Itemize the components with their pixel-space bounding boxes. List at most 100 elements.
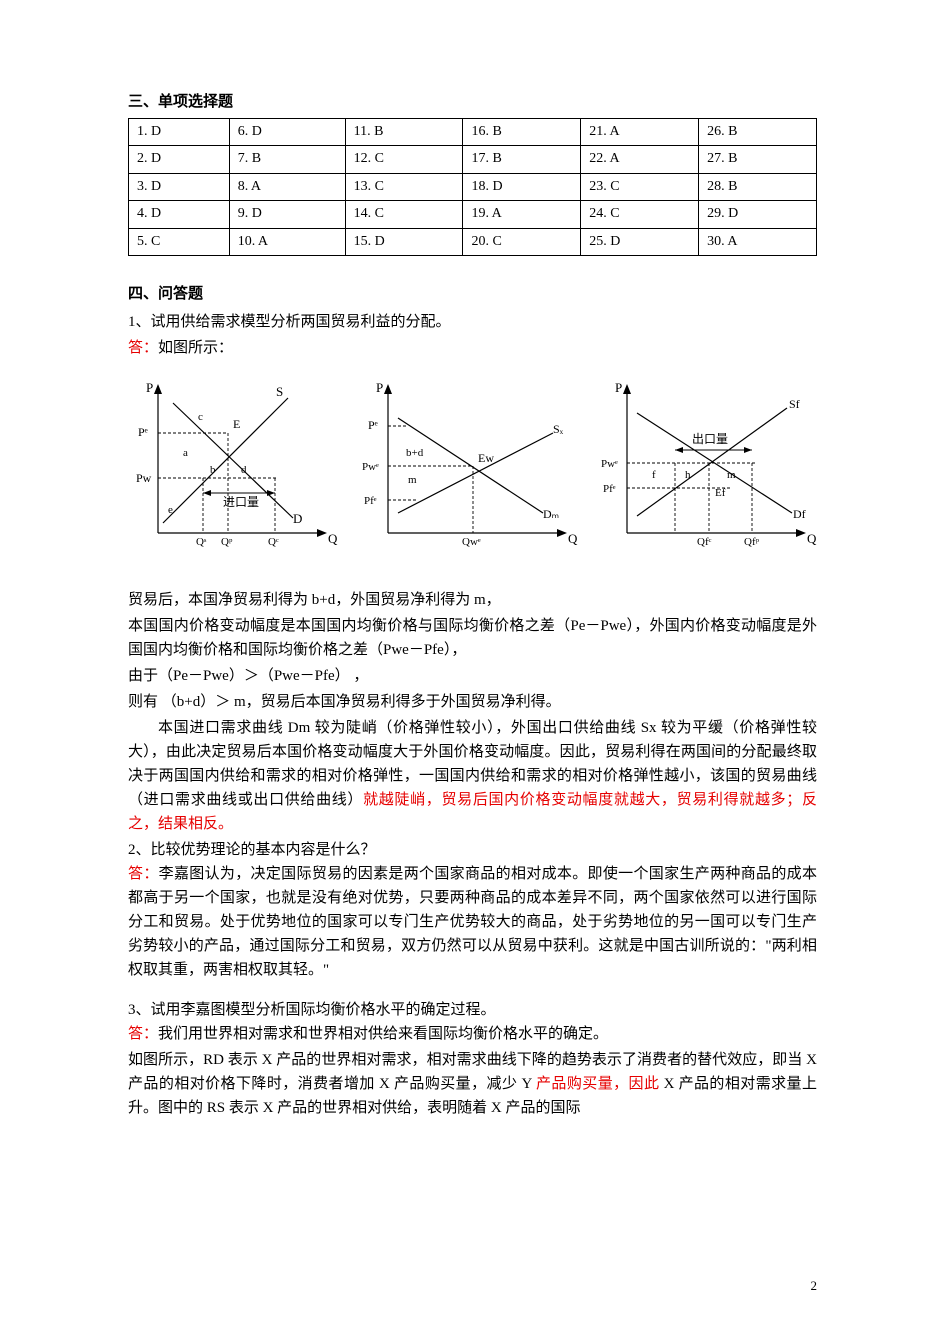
table-cell: 23. C [581,173,699,200]
q3-intro-line: 答：我们用世界相对需求和世界相对供给来看国际均衡价格水平的确定。 [128,1022,817,1046]
diagram-3-svg: P Q Sf Df Ef Pwᵉ Pfᵉ Qfᶜ Qfᵖ 出口量 f h m [597,378,817,558]
label-f: f [652,469,656,481]
label-import: 进口量 [223,495,259,509]
table-cell: 29. D [699,201,817,228]
answer-table-body: 1. D 6. D 11. B 16. B 21. A 26. B 2. D 7… [129,119,817,256]
label-Df: Df [793,507,806,521]
label-Qp: Qᵖ [221,536,233,548]
table-cell: 1. D [129,119,230,146]
answer-table: 1. D 6. D 11. B 16. B 21. A 26. B 2. D 7… [128,118,817,256]
label-Qfc: Qfᶜ [697,536,712,548]
label-Qs: Qˢ [196,536,207,548]
q3-question: 3、试用李嘉图模型分析国际均衡价格水平的确定过程。 [128,998,817,1022]
table-cell: 8. A [229,173,345,200]
q3-p1-red: 产品购买量，因此 [536,1076,659,1092]
page-number: 2 [811,1276,818,1297]
q3-p1: 如图所示，RD 表示 X 产品的世界相对需求，相对需求曲线下降的趋势表示了消费者… [128,1048,817,1120]
label-D: D [293,511,302,526]
label-d: d [241,464,247,476]
label-S: S [276,384,283,399]
label-h: h [685,469,691,481]
label-c: c [198,411,203,423]
label-Q: Q [568,531,578,546]
label-m: m [408,474,417,486]
label-b: b [210,464,216,476]
label-a: a [183,447,188,459]
diagram-3: P Q Sf Df Ef Pwᵉ Pfᵉ Qfᶜ Qfᵖ 出口量 f h m [597,378,817,566]
table-cell: 15. D [345,228,463,255]
table-cell: 9. D [229,201,345,228]
table-row: 2. D 7. B 12. C 17. B 22. A 27. B [129,146,817,173]
q1-p1: 贸易后，本国净贸易利得为 b+d，外国贸易净利得为 m， [128,588,817,612]
label-m: m [727,469,736,481]
label-Qfp: Qfᵖ [744,536,760,548]
label-Pe: Pᵉ [368,418,378,432]
table-cell: 22. A [581,146,699,173]
table-row: 1. D 6. D 11. B 16. B 21. A 26. B [129,119,817,146]
q2-answer: 答：李嘉图认为，决定国际贸易的因素是两个国家商品的相对成本。即使一个国家生产两种… [128,862,817,982]
table-cell: 5. C [129,228,230,255]
table-cell: 17. B [463,146,581,173]
label-Q: Q [328,531,338,546]
q2-question: 2、比较优势理论的基本内容是什么？ [128,838,817,862]
table-cell: 3. D [129,173,230,200]
table-cell: 10. A [229,228,345,255]
diagram-1: P Q S D E Pᵉ Pw Qᵖ Qᶜ Qˢ 进口量 a b c d e [128,378,338,566]
label-Pe: Pᵉ [138,425,148,439]
table-cell: 24. C [581,201,699,228]
answer-label: 答： [128,866,159,882]
table-cell: 18. D [463,173,581,200]
table-cell: 7. B [229,146,345,173]
label-P: P [376,380,383,395]
answer-label: 答： [128,340,158,356]
table-cell: 12. C [345,146,463,173]
label-Q: Q [807,531,817,546]
table-cell: 19. A [463,201,581,228]
table-row: 4. D 9. D 14. C 19. A 24. C 29. D [129,201,817,228]
label-P: P [146,380,153,395]
label-Sx: Sₓ [553,422,564,436]
label-Dm: Dₘ [543,507,559,521]
table-cell: 28. B [699,173,817,200]
section4-heading: 四、问答题 [128,282,817,306]
diagrams-container: P Q S D E Pᵉ Pw Qᵖ Qᶜ Qˢ 进口量 a b c d e [128,378,817,566]
label-Pfe: Pfᵉ [603,483,616,495]
table-cell: 14. C [345,201,463,228]
label-Qwe: Qwᵉ [462,536,481,548]
table-cell: 27. B [699,146,817,173]
label-export: 出口量 [692,432,728,446]
table-cell: 25. D [581,228,699,255]
table-cell: 2. D [129,146,230,173]
label-Pwe: Pwᵉ [362,461,379,473]
section3-heading: 三、单项选择题 [128,90,817,114]
q1-p3: 由于（Pe－Pwe）＞（Pwe－Pfe） ， [128,664,817,688]
table-cell: 4. D [129,201,230,228]
table-cell: 13. C [345,173,463,200]
q1-question: 1、试用供给需求模型分析两国贸易利益的分配。 [128,310,817,334]
label-Pwe: Pwᵉ [601,458,618,470]
label-Pw: Pw [136,471,152,485]
q1-p5: 本国进口需求曲线 Dm 较为陡峭（价格弹性较小），外国出口供给曲线 Sx 较为平… [128,716,817,836]
table-cell: 30. A [699,228,817,255]
table-cell: 16. B [463,119,581,146]
q3-intro: 我们用世界相对需求和世界相对供给来看国际均衡价格水平的确定。 [158,1026,608,1042]
diagram-2: P Q Sₓ Dₘ Ew Pᵉ Pwᵉ Pfᵉ Qwᵉ b+d m [358,378,578,566]
q1-answer-intro: 如图所示： [158,340,233,356]
q2-text: 李嘉图认为，决定国际贸易的因素是两个国家商品的相对成本。即使一个国家生产两种商品… [128,866,817,978]
label-bd: b+d [406,447,424,459]
label-P: P [615,380,622,395]
q1-p2: 本国国内价格变动幅度是本国国内均衡价格与国际均衡价格之差（Pe－Pwe），外国内… [128,614,817,662]
diagram-2-svg: P Q Sₓ Dₘ Ew Pᵉ Pwᵉ Pfᵉ Qwᵉ b+d m [358,378,578,558]
q1-p4: 则有 （b+d）＞ m，贸易后本国净贸易利得多于外国贸易净利得。 [128,690,817,714]
diagram-1-svg: P Q S D E Pᵉ Pw Qᵖ Qᶜ Qˢ 进口量 a b c d e [128,378,338,558]
label-e: e [168,504,173,516]
label-Sf: Sf [789,397,800,411]
table-cell: 11. B [345,119,463,146]
table-row: 3. D 8. A 13. C 18. D 23. C 28. B [129,173,817,200]
table-cell: 21. A [581,119,699,146]
label-Pfe: Pfᵉ [364,495,377,507]
table-cell: 26. B [699,119,817,146]
table-row: 5. C 10. A 15. D 20. C 25. D 30. A [129,228,817,255]
label-Ef: Ef [715,487,726,499]
q1-answer-line: 答：如图所示： [128,336,817,360]
